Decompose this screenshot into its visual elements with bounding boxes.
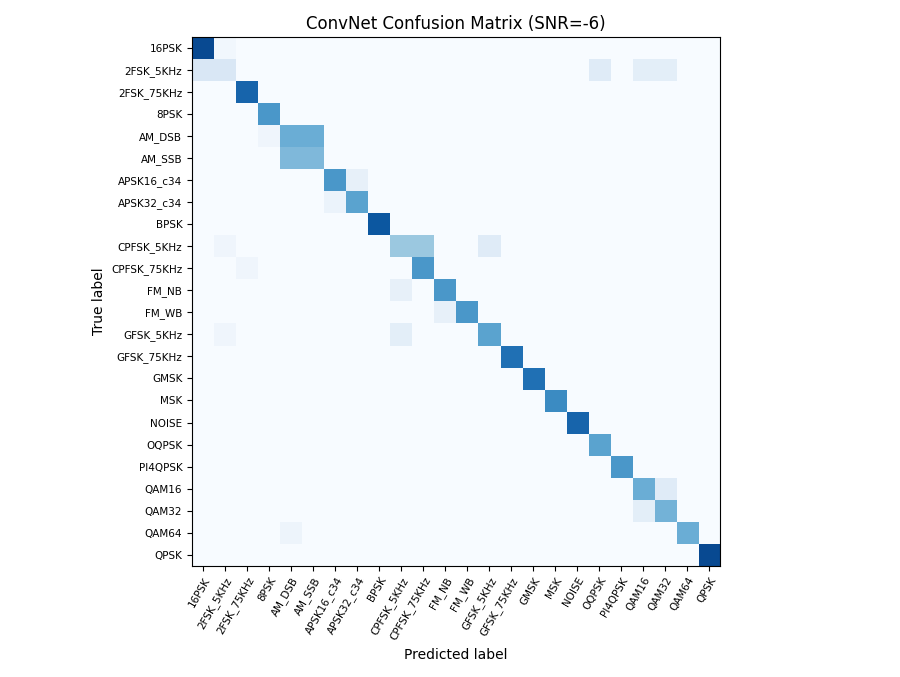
- Y-axis label: True label: True label: [92, 267, 105, 335]
- X-axis label: Predicted label: Predicted label: [404, 648, 508, 662]
- Title: ConvNet Confusion Matrix (SNR=-6): ConvNet Confusion Matrix (SNR=-6): [306, 15, 606, 33]
